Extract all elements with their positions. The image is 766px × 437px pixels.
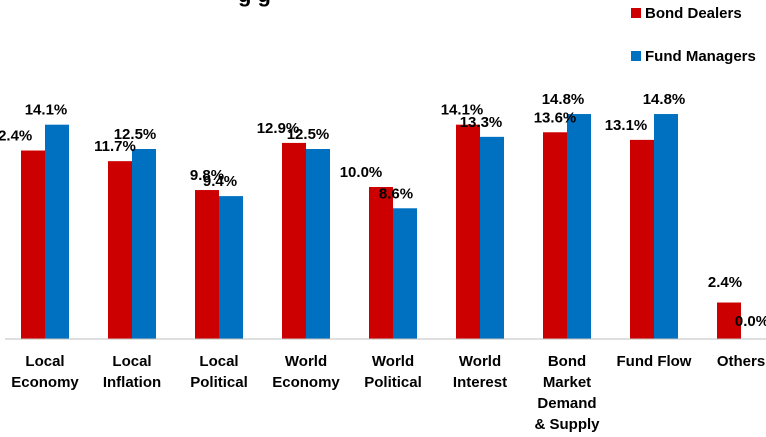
bar-fund-managers-2 <box>219 196 243 339</box>
category-label-line: Economy <box>272 374 340 391</box>
value-label-fund-managers-6: 14.8% <box>542 91 585 108</box>
category-label-line: & Supply <box>534 416 600 433</box>
value-label-fund-managers-8: 0.0% <box>735 313 766 330</box>
bar-fund-managers-3 <box>306 149 330 339</box>
category-label-2: Local Political <box>190 353 248 391</box>
category-label-line: Bond <box>548 353 586 370</box>
bar-bond-dealers-4 <box>369 187 393 339</box>
legend: Bond Dealers Fund Managers <box>631 5 756 65</box>
value-label-bond-dealers-2: 9.8% <box>190 167 224 184</box>
value-label-bond-dealers-8: 2.4% <box>708 274 742 291</box>
value-label-fund-managers-2: 9.4% <box>203 173 237 190</box>
category-label-line: Political <box>190 374 248 391</box>
value-label-fund-managers-5: 13.3% <box>460 114 503 131</box>
legend-label-fund-managers: Fund Managers <box>645 48 756 65</box>
category-label-6: Bond Market Demand & Supply <box>534 353 600 433</box>
value-label-bond-dealers-1: 11.7% <box>94 138 136 155</box>
value-label-fund-managers-7: 14.8% <box>643 91 686 108</box>
category-label-5: World Interest <box>453 353 507 391</box>
value-label-bond-dealers-7: 13.1% <box>605 117 648 134</box>
bar-fund-managers-6 <box>567 114 591 339</box>
category-label-line: World <box>372 353 414 370</box>
category-label-line: Market <box>543 374 591 391</box>
category-label-line: Political <box>364 374 422 391</box>
category-labels-group: Local Economy Local Inflation Local Political… <box>11 353 765 433</box>
category-label-line: Local <box>199 353 238 370</box>
category-label-0: Local Economy <box>11 353 79 391</box>
title-fragment-text: g g <box>238 0 271 7</box>
category-label-7: Fund Flow <box>617 353 692 370</box>
bar-bond-dealers-0 <box>21 150 45 339</box>
bar-bond-dealers-1 <box>108 161 132 339</box>
category-label-line: Demand <box>537 395 596 412</box>
bar-bond-dealers-7 <box>630 139 654 339</box>
value-label-bond-dealers-3: 12.9% <box>257 120 300 137</box>
value-label-fund-managers-4: 8.6% <box>379 185 413 202</box>
value-label-bond-dealers-5: 14.1% <box>441 102 484 119</box>
bar-bond-dealers-6 <box>543 132 567 339</box>
legend-swatch-bond-dealers <box>631 8 641 18</box>
bar-bond-dealers-8 <box>717 302 741 339</box>
legend-label-bond-dealers: Bond Dealers <box>645 5 742 22</box>
bar-bond-dealers-3 <box>282 142 306 339</box>
bars-group <box>21 114 741 340</box>
value-label-bond-dealers-0: 12.4% <box>0 128 32 145</box>
bar-fund-managers-1 <box>132 149 156 339</box>
category-label-3: World Economy <box>272 353 340 391</box>
value-label-fund-managers-1: 12.5% <box>114 126 157 143</box>
bar-bond-dealers-2 <box>195 190 219 339</box>
bar-fund-managers-4 <box>393 208 417 339</box>
category-label-line: World <box>459 353 501 370</box>
title-fragment: g g <box>238 0 271 7</box>
category-label-line: Inflation <box>103 374 161 391</box>
bar-fund-managers-5 <box>480 136 504 339</box>
category-label-8: Others <box>717 353 765 370</box>
category-label-line: Interest <box>453 374 507 391</box>
value-labels-group: 12.4%14.1%11.7%12.5%9.8%9.4%12.9%12.5%10… <box>0 91 766 330</box>
value-label-fund-managers-3: 12.5% <box>287 126 330 143</box>
bar-fund-managers-7 <box>654 114 678 339</box>
category-label-line: World <box>285 353 327 370</box>
bar-fund-managers-0 <box>45 124 69 340</box>
category-label-4: World Political <box>364 353 422 391</box>
value-label-bond-dealers-6: 13.6% <box>534 109 577 126</box>
value-label-bond-dealers-4: 10.0% <box>340 164 383 181</box>
bar-bond-dealers-5 <box>456 124 480 340</box>
category-label-line: Local <box>112 353 151 370</box>
category-label-1: Local Inflation <box>103 353 161 391</box>
value-label-fund-managers-0: 14.1% <box>25 102 68 119</box>
category-label-line: Economy <box>11 374 79 391</box>
category-label-line: Fund Flow <box>617 353 692 370</box>
legend-swatch-fund-managers <box>631 51 641 61</box>
category-label-line: Local <box>25 353 64 370</box>
category-label-line: Others <box>717 353 765 370</box>
